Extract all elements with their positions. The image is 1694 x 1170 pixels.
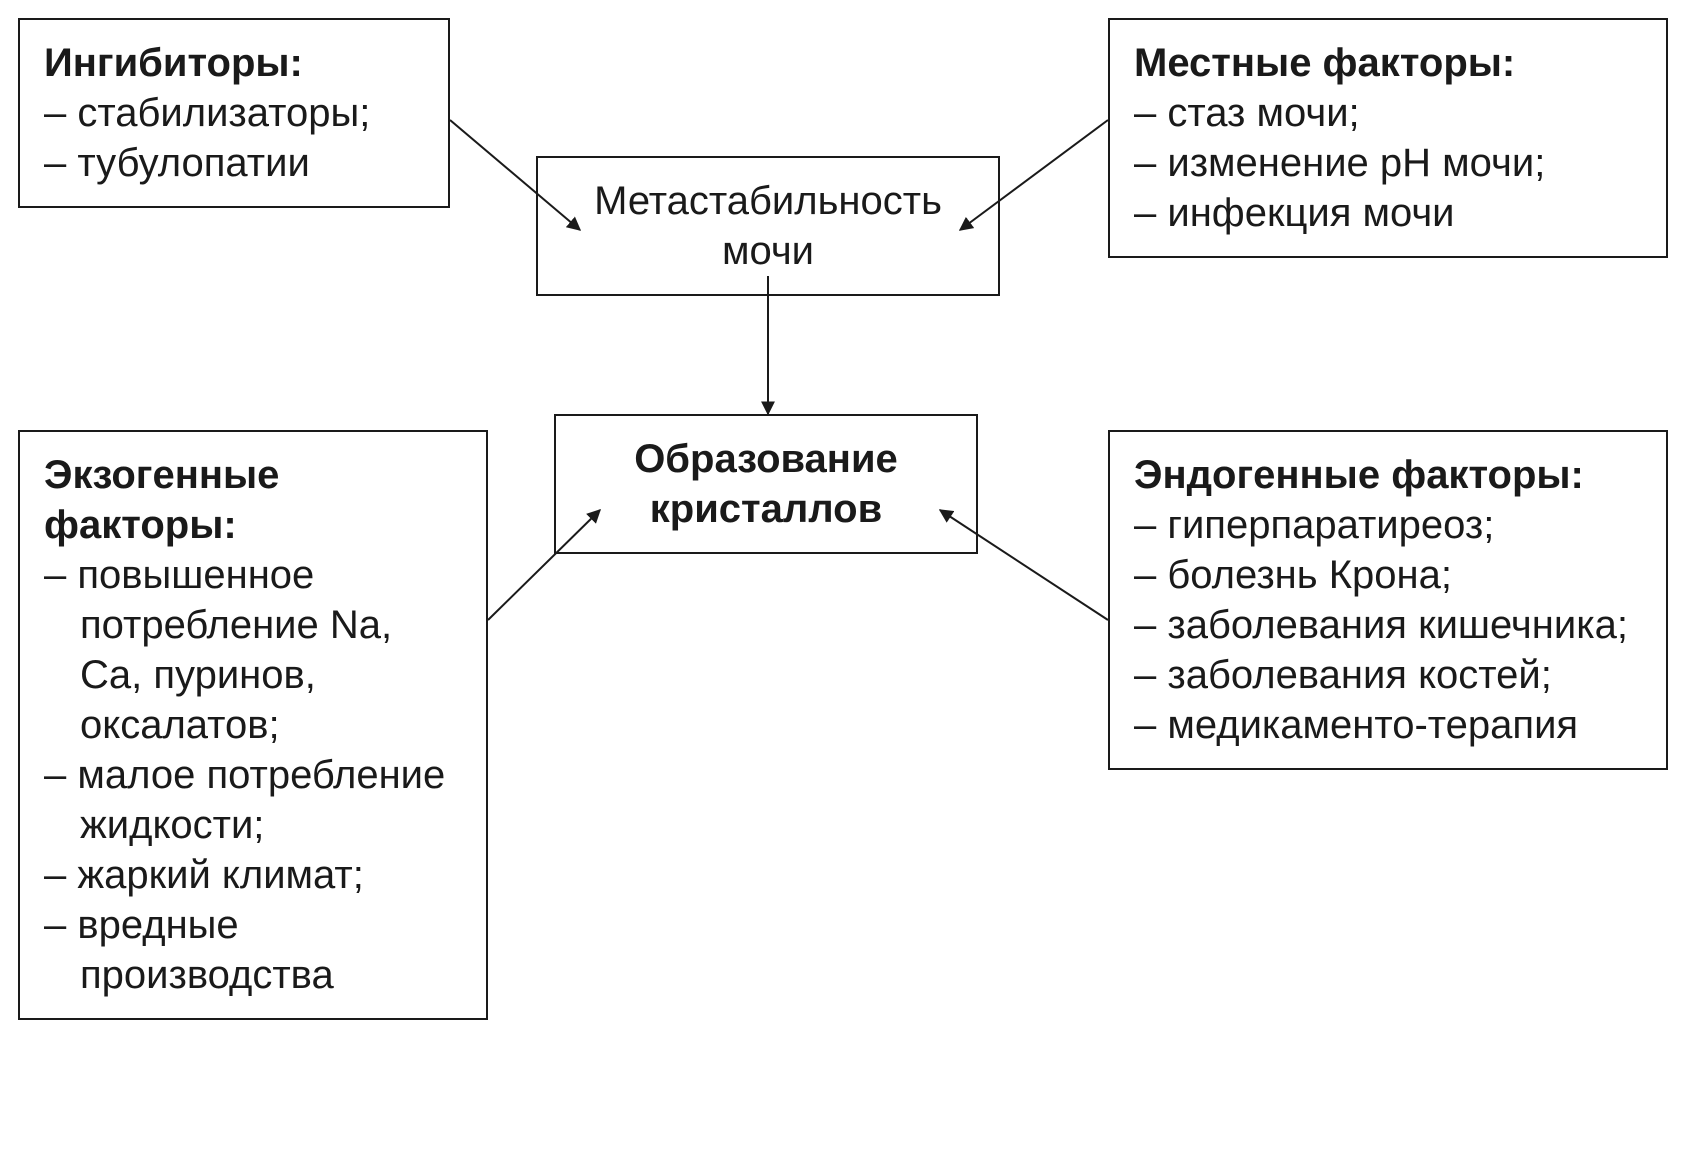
node-endogenous: Эндогенные факторы: гиперпаратиреоз; бол… (1108, 430, 1668, 770)
node-exogenous: Экзогенные факторы: повышенное потреблен… (18, 430, 488, 1020)
list-item: малое потреб­ление жидкости; (44, 750, 462, 850)
list-item: медикаменто-терапия (1134, 700, 1642, 750)
node-local-factors: Местные факторы: стаз мочи; изменение pH… (1108, 18, 1668, 258)
node-exogenous-title: Экзогенные факторы: (44, 450, 462, 550)
list-item: жаркий климат; (44, 850, 462, 900)
list-item: изменение pH мочи; (1134, 138, 1642, 188)
node-local-factors-items: стаз мочи; изменение pH мочи; инфекция м… (1134, 88, 1642, 238)
node-crystals: Образование кристаллов (554, 414, 978, 554)
list-item: вредные производства (44, 900, 462, 1000)
node-inhibitors: Ингибиторы: стабилизаторы; тубулопатии (18, 18, 450, 208)
list-item: гиперпаратиреоз; (1134, 500, 1642, 550)
list-item: стабилизаторы; (44, 88, 424, 138)
node-endogenous-title: Эндогенные факторы: (1134, 450, 1642, 500)
node-endogenous-items: гиперпаратиреоз; болезнь Крона; заболева… (1134, 500, 1642, 750)
list-item: заболевания костей; (1134, 650, 1642, 700)
list-item: болезнь Крона; (1134, 550, 1642, 600)
node-metastability-line1: Метастабильность (562, 176, 974, 226)
node-inhibitors-title: Ингибиторы: (44, 38, 424, 88)
node-local-factors-title: Местные факторы: (1134, 38, 1642, 88)
list-item: заболевания кишечника; (1134, 600, 1642, 650)
node-metastability: Метастабильность мочи (536, 156, 1000, 296)
list-item: повышенное потребление Na, Ca, пуринов, … (44, 550, 462, 750)
node-crystals-line1: Образование (580, 434, 952, 484)
list-item: тубулопатии (44, 138, 424, 188)
node-crystals-line2: кристаллов (580, 484, 952, 534)
list-item: стаз мочи; (1134, 88, 1642, 138)
node-metastability-line2: мочи (562, 226, 974, 276)
node-exogenous-items: повышенное потребление Na, Ca, пуринов, … (44, 550, 462, 1000)
node-inhibitors-items: стабилизаторы; тубулопатии (44, 88, 424, 188)
list-item: инфекция мочи (1134, 188, 1642, 238)
